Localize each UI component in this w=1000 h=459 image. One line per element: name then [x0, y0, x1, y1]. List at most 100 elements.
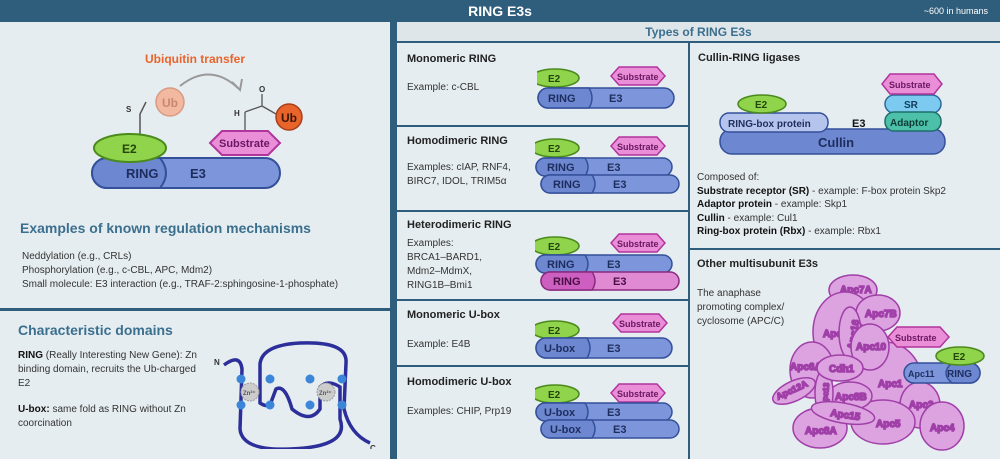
- heterodimeric-ring-panel: Heterodimeric RING Examples: BRCA1–BARD1…: [397, 212, 688, 299]
- monomeric-ring-title: Monomeric RING: [407, 53, 497, 65]
- apc11-label: Apc11: [908, 369, 935, 379]
- diagram-shape: [719, 112, 829, 133]
- ring-fold-diagram: Zn²⁺ Zn²⁺ N C: [214, 341, 376, 449]
- apc-description: promoting complex/: [697, 302, 785, 313]
- diagram-shape: [540, 174, 596, 194]
- ringbox-label: RING-box protein: [728, 119, 811, 130]
- ubiquitin-transfer-diagram: RING E3 S E2 Ub H O Ub Substrate: [91, 73, 303, 189]
- homodimeric-ring-panel: Homodimeric RING Examples: cIAP, RNF4, B…: [397, 127, 688, 210]
- substrate-label: Substrate: [617, 389, 659, 399]
- ub-faded-circle: [155, 87, 185, 117]
- e3-label: E3: [613, 424, 626, 436]
- diagram-shape: [305, 400, 315, 410]
- substrate-hexagon: [208, 130, 282, 156]
- homodimeric-ring-diagram: Substrate E2 RING E3 RING E3: [535, 136, 680, 194]
- domains-title: Characteristic domains: [18, 322, 173, 338]
- apc6a-label: Apc6A: [790, 362, 822, 373]
- substrate-hexagon: [886, 326, 951, 348]
- e2-label: E2: [548, 390, 561, 401]
- heterodimeric-example: Examples:: [407, 238, 454, 249]
- monomeric-ubox-panel: Monomeric U-box Example: E4B Substrate E…: [397, 301, 688, 365]
- e2-label: E2: [548, 144, 561, 155]
- transfer-title: Ubiquitin transfer: [144, 52, 245, 66]
- types-title: Types of RING E3s: [645, 25, 752, 39]
- homodimeric-ring-example: Examples: cIAP, RNF4, BIRC7, IDOL, TRIM5…: [407, 162, 511, 187]
- diagram-shape: [609, 383, 667, 403]
- isopeptide-bond: [244, 94, 277, 132]
- monomeric-ubox-title: Monomeric U-box: [407, 309, 500, 321]
- heterodimeric-example: BRCA1–BARD1,: [407, 252, 483, 263]
- regulation-title: Examples of known regulation mechanisms: [20, 220, 311, 236]
- regulation-item: Phosphorylation (e.g., c-CBL, APC, Mdm2): [22, 265, 213, 276]
- monomeric-ubox-diagram: Substrate E2 U-box E3: [535, 313, 673, 359]
- diagram-shape: [884, 111, 942, 132]
- apc5-label: Apc5: [876, 419, 901, 430]
- apc-complex-diagram: Apc7A Apc3A Apc7B Apc1 Apc16 Apc10 Apc6A…: [771, 274, 985, 451]
- diagram-shape: [236, 400, 246, 410]
- cullin-panel: Cullin-RING ligases Cullin RING-box prot…: [690, 43, 1000, 248]
- ub-label: Ub: [281, 111, 297, 125]
- apc8a-label: Apc8A: [805, 426, 837, 437]
- heterodimeric-example: RING1B–Bmi1: [407, 280, 473, 291]
- zn-label: Zn²⁺: [319, 390, 332, 397]
- e2-label: E2: [122, 142, 137, 156]
- apc4-subunit: [919, 401, 965, 451]
- cdh1-subunit: [816, 354, 864, 382]
- apc15-subunit: [810, 400, 876, 426]
- n-terminus-label: N: [214, 358, 220, 367]
- diagram-shape: [611, 313, 669, 333]
- diagram-shape: [236, 374, 246, 384]
- ring-term: RING: [18, 350, 43, 361]
- heterodimeric-example: Mdm2–MdmX,: [407, 266, 473, 277]
- component-item: Cullin - example: Cul1: [697, 212, 798, 224]
- monomeric-ubox-example: Example: E4B: [407, 339, 471, 350]
- e2-label: E2: [953, 352, 966, 363]
- header: RING E3s ~600 in humans: [0, 0, 1000, 21]
- diagram-shape: [265, 400, 275, 410]
- e3-label: E3: [607, 162, 620, 174]
- diagram-shape: [881, 73, 943, 95]
- protein-backbone: [222, 341, 371, 449]
- o-label: O: [259, 85, 265, 94]
- zinc-ion-2: [316, 382, 336, 402]
- sulfur-label: S: [126, 105, 132, 114]
- apc10-subunit: [850, 323, 890, 371]
- domains-panel: Characteristic domains RING (Really Inte…: [0, 311, 390, 459]
- diagram-shape: [305, 374, 315, 384]
- component-item: Substrate receptor (SR) - example: F-box…: [697, 185, 946, 197]
- ubox-label: U-box: [544, 407, 576, 419]
- monomeric-ring-example: Example: c-CBL: [407, 82, 480, 93]
- diagram-shape: [609, 136, 667, 156]
- ubox-label: U-box: [550, 424, 582, 436]
- apc-description: cyclosome (APC/C): [697, 316, 785, 327]
- apc10-label: Apc10: [856, 342, 886, 353]
- monomeric-ring-diagram: Substrate E2 RING E3: [537, 66, 675, 109]
- e2-label: E2: [548, 74, 561, 85]
- homodimeric-ubox-example: Examples: CHIP, Prp19: [407, 406, 512, 417]
- e3-label: E3: [607, 343, 620, 355]
- ring-label: RING: [548, 93, 576, 105]
- e3-label: E3: [613, 276, 626, 288]
- cullin-label: Cullin: [818, 135, 854, 150]
- e3-label: E3: [190, 166, 206, 181]
- ring-label: RING: [553, 179, 581, 191]
- substrate-label: Substrate: [617, 142, 659, 152]
- e3-label: E3: [607, 407, 620, 419]
- diagram-shape: [540, 271, 596, 291]
- substrate-label: Substrate: [617, 239, 659, 249]
- substrate-label: Substrate: [895, 333, 937, 343]
- diagram-shape: [609, 233, 667, 253]
- component-item: Adaptor protein - example: Skp1: [697, 199, 848, 210]
- ub-circle: [275, 103, 303, 131]
- diagram-shape: [535, 337, 591, 359]
- homodimeric-ubox-title: Homodimeric U-box: [407, 376, 512, 388]
- cullin-diagram: Cullin RING-box protein E3 E2 SR Adaptor…: [719, 73, 946, 155]
- diagram-shape: Apc7A Apc3A Apc7B Apc1 Apc16 Apc10 Apc6A…: [771, 274, 965, 451]
- apc-panel: Other multisubunit E3s The anaphase prom…: [690, 250, 1000, 459]
- e2-label: E2: [755, 100, 768, 111]
- e3-label: E3: [609, 93, 622, 105]
- ring-label: RING: [547, 259, 575, 271]
- ubiquitin-transfer-panel: Ubiquitin transfer RING E3 S E2 Ub H O U…: [0, 22, 390, 308]
- e2-ellipse: [935, 346, 985, 366]
- adaptor-label: Adaptor: [890, 118, 928, 129]
